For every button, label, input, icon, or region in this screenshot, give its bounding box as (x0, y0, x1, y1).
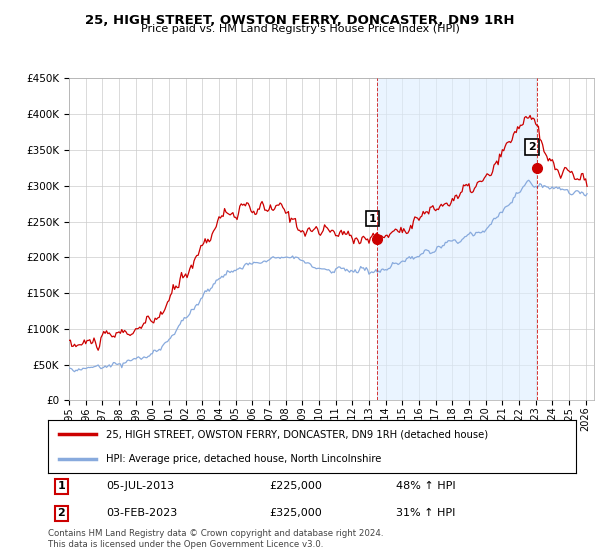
Bar (377, 78, 537, 400)
Text: Contains HM Land Registry data © Crown copyright and database right 2024.
This d: Contains HM Land Registry data © Crown c… (48, 529, 383, 549)
Text: 31% ↑ HPI: 31% ↑ HPI (397, 508, 456, 518)
Text: 03-FEB-2023: 03-FEB-2023 (106, 508, 178, 518)
Text: 1: 1 (58, 482, 65, 492)
Text: Price paid vs. HM Land Registry's House Price Index (HPI): Price paid vs. HM Land Registry's House … (140, 24, 460, 34)
Text: 48% ↑ HPI: 48% ↑ HPI (397, 482, 456, 492)
Text: 2: 2 (58, 508, 65, 518)
Text: 2: 2 (528, 142, 536, 152)
Text: 1: 1 (368, 214, 376, 223)
Text: 05-JUL-2013: 05-JUL-2013 (106, 482, 174, 492)
Text: 25, HIGH STREET, OWSTON FERRY, DONCASTER, DN9 1RH (detached house): 25, HIGH STREET, OWSTON FERRY, DONCASTER… (106, 430, 488, 440)
Text: £325,000: £325,000 (270, 508, 323, 518)
Text: 25, HIGH STREET, OWSTON FERRY, DONCASTER, DN9 1RH: 25, HIGH STREET, OWSTON FERRY, DONCASTER… (85, 14, 515, 27)
Text: HPI: Average price, detached house, North Lincolnshire: HPI: Average price, detached house, Nort… (106, 454, 382, 464)
Text: £225,000: £225,000 (270, 482, 323, 492)
